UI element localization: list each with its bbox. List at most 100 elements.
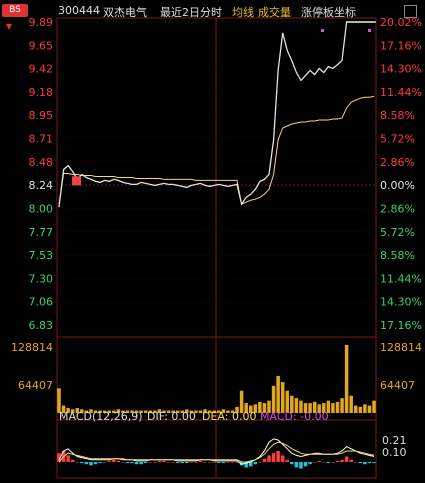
- volume-bar: [203, 409, 207, 413]
- volume-bar: [194, 410, 198, 413]
- macd-bar: [367, 462, 372, 464]
- macd-axis-mid: 0.10: [382, 446, 407, 459]
- price-tick-label: 7.30: [29, 272, 54, 285]
- pct-tick-label: 14.30%: [380, 63, 422, 76]
- macd-bar: [299, 462, 303, 469]
- macd-bar: [116, 460, 121, 462]
- macd-bar: [322, 462, 326, 463]
- macd-bar: [349, 459, 353, 462]
- volume-bar: [253, 404, 258, 413]
- volume-bar: [294, 398, 299, 413]
- macd-bar: [262, 458, 267, 462]
- pct-tick-label: 5.72%: [380, 133, 415, 146]
- bs-badge[interactable]: BS: [2, 4, 28, 17]
- limit-axis-checkbox[interactable]: [404, 5, 417, 18]
- price-tick-label: 9.89: [29, 16, 54, 29]
- volume-bar: [153, 410, 157, 413]
- dea-line: [58, 441, 375, 463]
- volume-bar: [66, 408, 70, 413]
- macd-bar: [312, 462, 317, 463]
- macd-bar: [340, 459, 344, 462]
- macd-bar: [212, 462, 216, 463]
- macd-bar: [372, 462, 376, 464]
- price-tick-label: 9.65: [29, 39, 54, 52]
- macd-bar: [363, 462, 367, 465]
- macd-bar: [130, 462, 134, 464]
- volume-bar: [303, 403, 308, 413]
- macd-bar: [125, 462, 130, 464]
- volume-bar: [157, 409, 162, 413]
- volume-bar: [61, 405, 66, 413]
- volume-bar: [89, 409, 93, 413]
- volume-mid-label: 64407: [18, 379, 53, 392]
- price-tick-label: 9.42: [29, 63, 54, 76]
- volume-bar: [207, 410, 212, 413]
- volume-bar: [217, 410, 221, 413]
- macd-bar: [335, 460, 340, 462]
- pct-tick-label: 2.86%: [380, 156, 415, 169]
- price-tick-label: 8.24: [29, 179, 54, 192]
- macd-bar: [194, 462, 198, 463]
- limit-marker: [321, 29, 324, 32]
- macd-bar: [153, 462, 157, 463]
- macd-bar: [139, 462, 143, 465]
- macd-bar: [280, 455, 285, 462]
- pct-tick-label: 17.16%: [380, 39, 422, 52]
- volume-bar: [139, 410, 143, 413]
- macd-bar: [75, 462, 80, 463]
- macd-bar: [244, 462, 248, 468]
- price-tick-label: 8.00: [29, 202, 54, 215]
- macd-bar: [326, 462, 331, 464]
- macd-bar: [344, 456, 349, 462]
- macd-bar: [148, 462, 153, 463]
- volume-bar: [248, 405, 253, 413]
- macd-bar: [84, 462, 89, 465]
- macd-bar: [285, 459, 290, 462]
- macd-bar: [308, 462, 312, 465]
- volume-bar: [226, 410, 230, 413]
- volume-bar: [312, 401, 317, 413]
- macd-bar: [331, 462, 335, 463]
- price-tick-label: 7.06: [29, 296, 54, 309]
- volume-bar: [93, 410, 98, 413]
- volume-bar: [344, 345, 349, 413]
- volume-bar: [271, 385, 276, 413]
- volume-bar: [148, 410, 153, 413]
- avg-price-line: [58, 95, 375, 205]
- volume-bar: [340, 398, 344, 413]
- limit-axis-label[interactable]: 涨停板坐标: [301, 6, 356, 19]
- volume-bar: [121, 410, 125, 413]
- pct-tick-label: 14.30%: [380, 296, 422, 309]
- volume-bar: [317, 404, 321, 413]
- collapse-triangle-icon[interactable]: ▼: [6, 22, 13, 31]
- macd-bar: [226, 462, 230, 463]
- volume-bar: [102, 410, 107, 413]
- volume-bar: [299, 400, 303, 413]
- volume-bar: [134, 410, 139, 413]
- macd-bar: [112, 459, 116, 462]
- volume-bar: [322, 403, 326, 413]
- macd-bar: [276, 451, 280, 462]
- macd-value: MACD: -0.00: [260, 410, 329, 423]
- macd-bar: [185, 462, 189, 464]
- volume-bar: [290, 395, 294, 413]
- volume-bar: [367, 405, 372, 413]
- macd-bar: [189, 462, 194, 463]
- macd-bar: [317, 460, 321, 462]
- pct-tick-label: 11.44%: [380, 86, 422, 99]
- macd-dif: DIF: 0.00: [147, 410, 196, 423]
- volume-bar: [116, 409, 121, 413]
- price-tick-label: 7.53: [29, 249, 54, 262]
- macd-bar: [180, 462, 185, 464]
- macd-bar: [134, 462, 139, 465]
- volume-bar: [258, 401, 262, 413]
- price-tick-label: 9.18: [29, 86, 54, 99]
- pct-tick-label: 11.44%: [380, 272, 422, 285]
- volume-bar: [244, 403, 248, 413]
- macd-axis-top: 0.21: [382, 434, 407, 447]
- volume-bar: [276, 375, 280, 413]
- volume-bar: [175, 410, 180, 413]
- macd-bar: [207, 462, 212, 463]
